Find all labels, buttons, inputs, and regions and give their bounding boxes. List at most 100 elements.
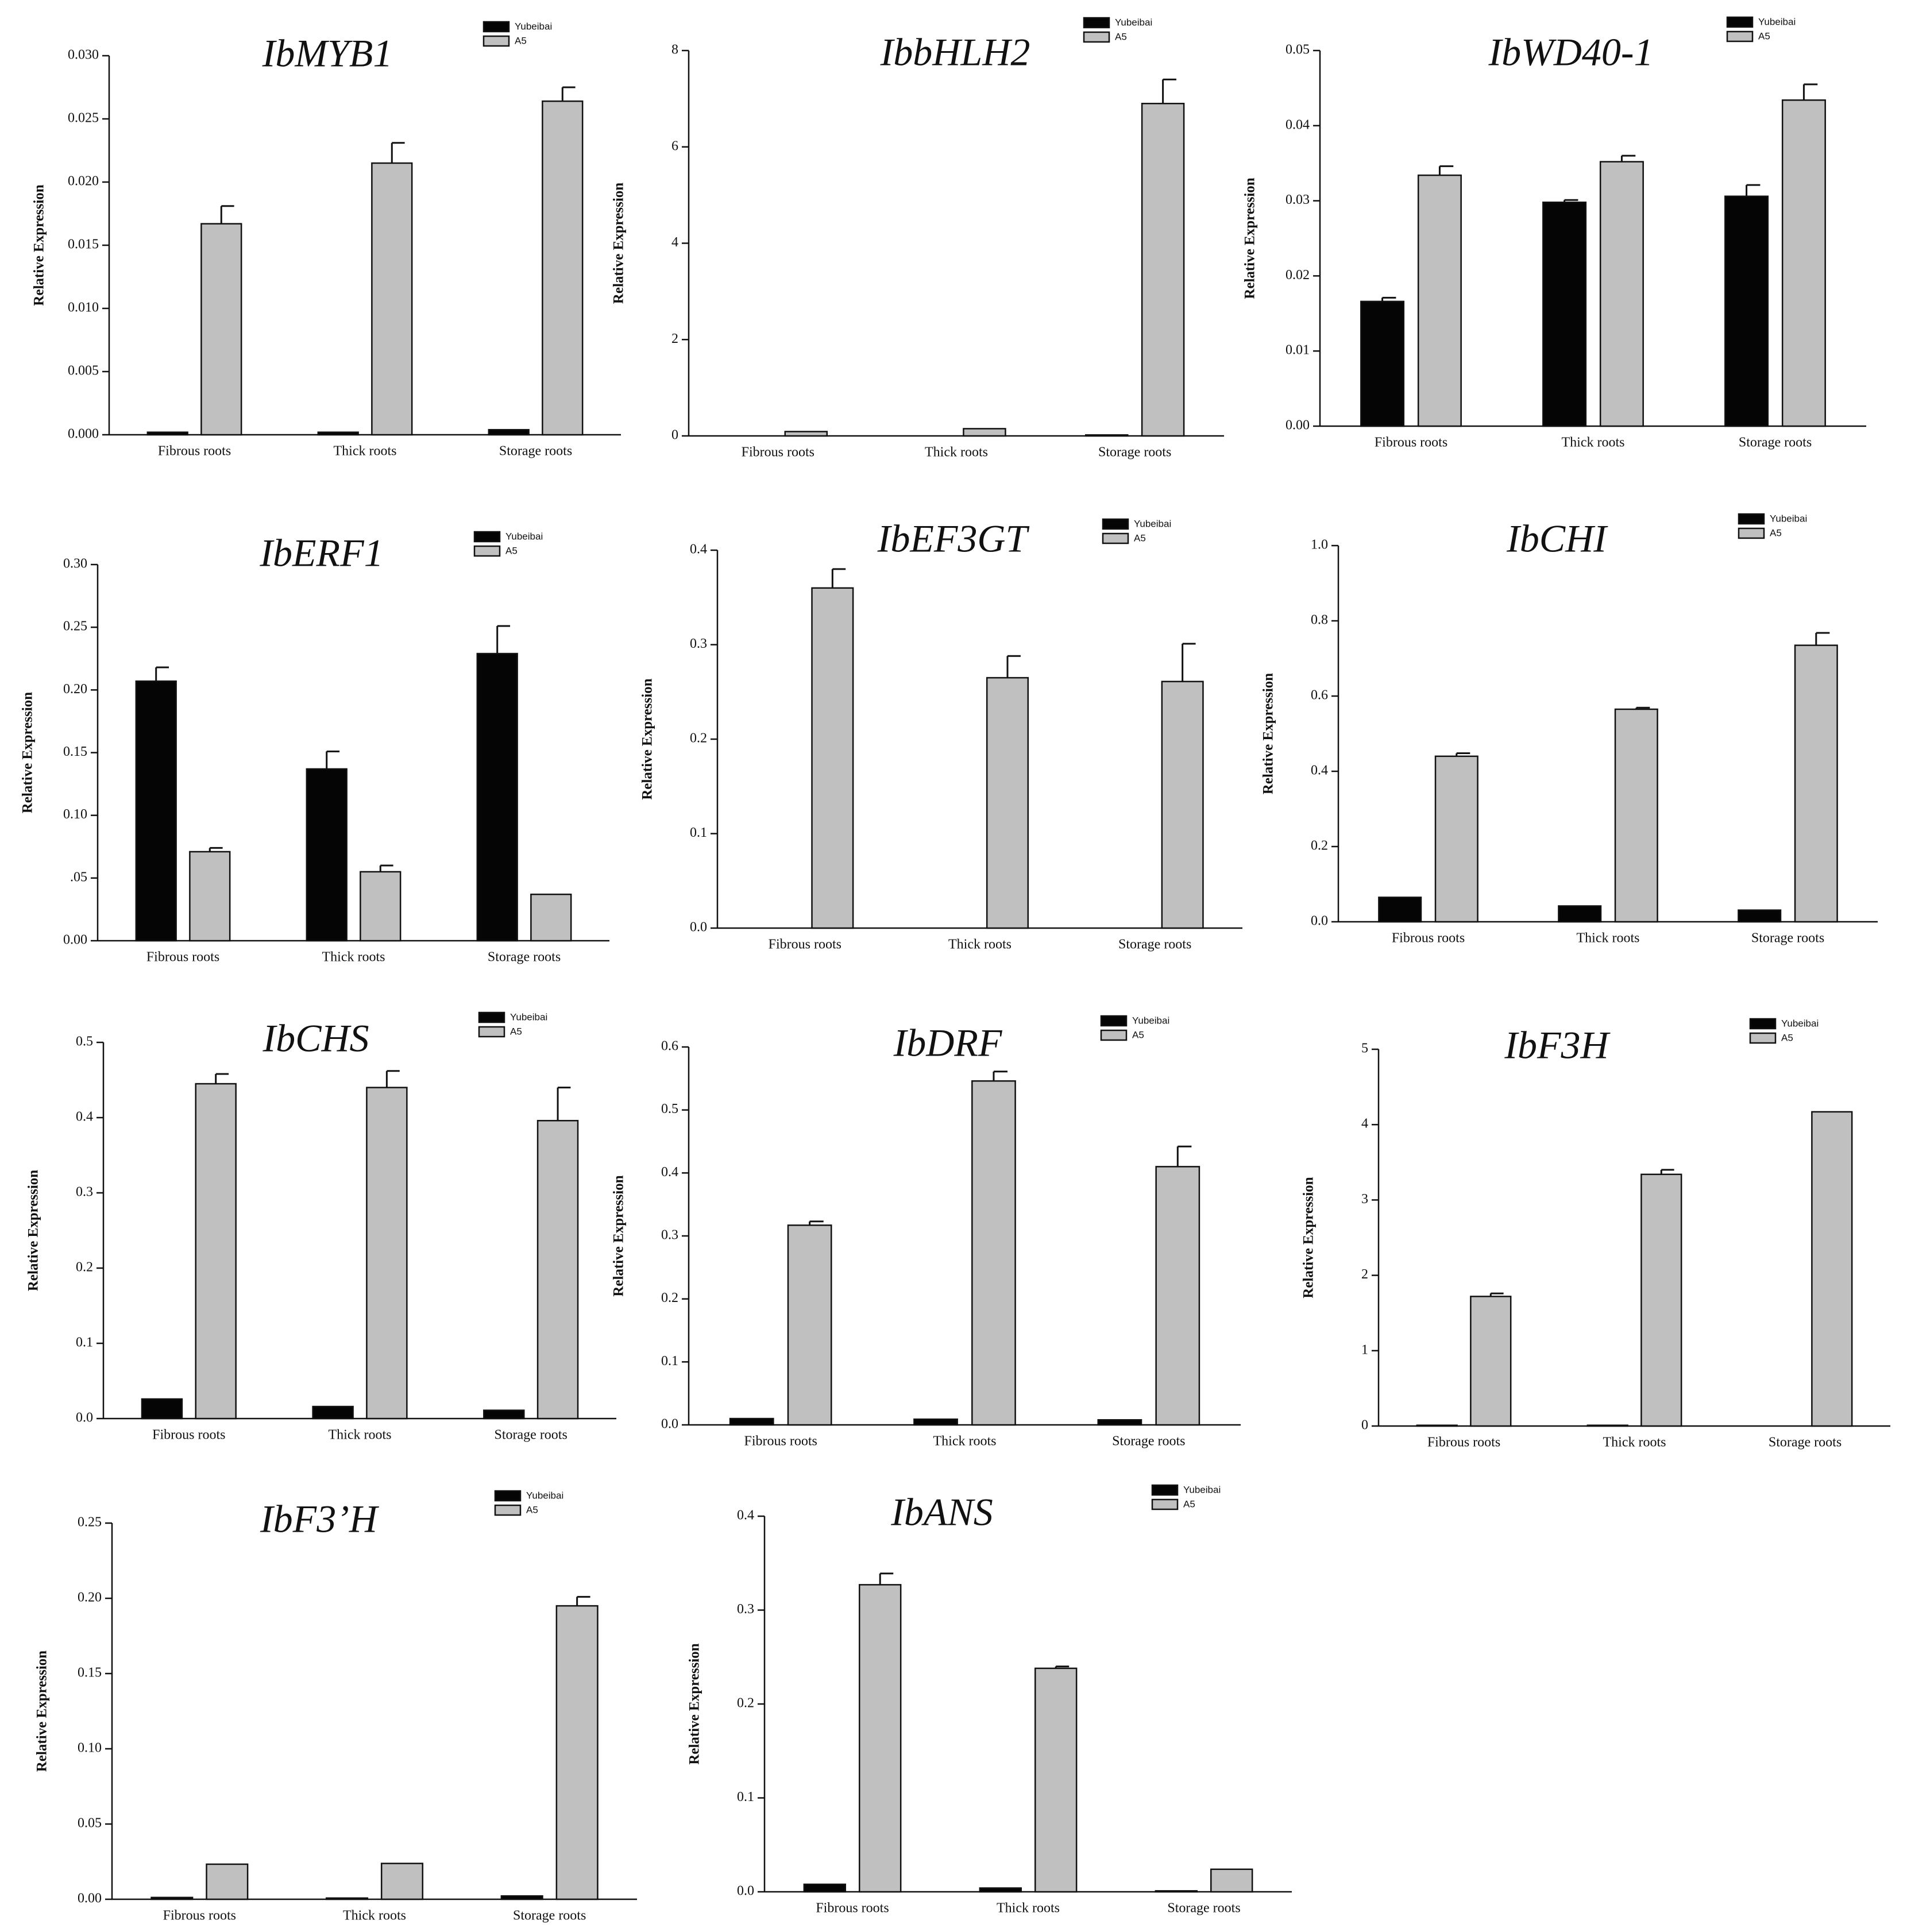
legend-swatch-a5 [1738, 527, 1765, 539]
y-axis-title: Relative Expression [34, 1651, 50, 1772]
x-category-label: Storage roots [499, 444, 572, 459]
x-category-label: Thick roots [334, 444, 397, 459]
x-category-label: Storage roots [1098, 445, 1171, 460]
y-tick-label: 0.4 [76, 1110, 93, 1125]
x-category-label: Fibrous roots [744, 1434, 817, 1449]
legend-label: Yubeibai [510, 1011, 547, 1022]
y-axis-title: Relative Expression [20, 692, 36, 813]
bar-yubeibai [135, 680, 177, 942]
bar-a5 [1034, 1667, 1078, 1893]
bar-yubeibai [1097, 1419, 1142, 1426]
y-tick-label: 0.00 [1286, 418, 1310, 433]
legend-label: A5 [1758, 30, 1770, 41]
legend-label: Yubeibai [1758, 16, 1796, 27]
y-tick-label: 0.4 [737, 1508, 754, 1523]
y-tick-label: .05 [70, 870, 87, 884]
y-tick-label: 0.3 [76, 1185, 93, 1200]
y-tick-label: 0 [1361, 1418, 1368, 1433]
y-tick-label: 0.04 [1286, 117, 1310, 132]
y-tick-label: 0.15 [78, 1666, 102, 1680]
legend-swatch-yubeibai [1102, 518, 1129, 530]
bar-yubeibai [500, 1895, 543, 1900]
legend-label: A5 [1770, 527, 1782, 538]
x-category-label: Fibrous roots [158, 444, 231, 459]
bar-a5 [206, 1863, 249, 1900]
legend-swatch-yubeibai [1749, 1018, 1777, 1030]
legend-label: Yubeibai [526, 1490, 563, 1501]
y-tick-label: 0.01 [1286, 343, 1310, 358]
y-tick-label: 0.25 [63, 619, 87, 634]
legend-label: A5 [515, 35, 527, 46]
legend-swatch-a5 [1083, 31, 1110, 43]
y-tick-label: 0.3 [661, 1228, 678, 1243]
y-tick-label: 0.3 [737, 1602, 754, 1617]
legend-swatch-yubeibai [482, 21, 510, 33]
chart-title: IbEF3GT [877, 517, 1030, 561]
bar-yubeibai [146, 431, 188, 436]
legend-label: Yubeibai [1115, 17, 1152, 28]
y-tick-label: 6 [671, 138, 678, 153]
bar-a5 [366, 1087, 408, 1420]
y-tick-label: 0.2 [661, 1290, 678, 1305]
y-tick-label: 0.4 [690, 542, 707, 557]
bar-a5 [1417, 174, 1462, 427]
bar-yubeibai [803, 1883, 847, 1893]
y-tick-label: 0.3 [690, 636, 707, 651]
y-tick-label: 1 [1361, 1342, 1368, 1357]
x-category-label: Storage roots [488, 950, 561, 965]
legend-label: Yubeibai [1183, 1484, 1221, 1495]
legend-swatch-yubeibai [494, 1490, 522, 1502]
y-axis-title: Relative Expression [1242, 177, 1258, 299]
chart-panel: IbCHI Yubeibai A5 0.0 0.2 0.4 0.6 0.8 1.0 Relativ… [1261, 513, 1878, 946]
chart-panel: IbCHS Yubeibai A5 0.0 0.1 0.2 0.3 0.4 0.5 Relativ… [26, 1011, 616, 1443]
bar-a5 [1210, 1868, 1253, 1893]
y-tick-label: 0.025 [68, 111, 99, 126]
y-tick-label: 0.0 [690, 920, 707, 935]
y-tick-label: 0.4 [661, 1165, 678, 1180]
bar-a5 [787, 1224, 832, 1426]
legend-swatch-a5 [1749, 1032, 1777, 1044]
x-category-label: Storage roots [513, 1908, 586, 1923]
legend-label: A5 [1132, 1029, 1144, 1040]
chart-title: IbDRF [893, 1021, 1003, 1065]
chart-panel: IbANS Yubeibai A5 0.0 0.1 0.2 0.3 0.4 Relative E… [687, 1484, 1292, 1916]
y-tick-label: 0.0 [76, 1411, 93, 1425]
legend-label: A5 [526, 1504, 538, 1515]
bar-a5 [971, 1080, 1016, 1426]
y-tick-label: 0.1 [661, 1354, 678, 1369]
y-tick-label: 0.00 [78, 1891, 102, 1906]
y-tick-label: 0.10 [63, 807, 87, 822]
bar-a5 [1614, 708, 1658, 923]
y-tick-label: 0.2 [737, 1696, 754, 1711]
y-tick-label: 0.15 [63, 744, 87, 759]
bar-a5 [1794, 644, 1838, 923]
bar-yubeibai [150, 1896, 194, 1900]
y-tick-label: 0.1 [737, 1790, 754, 1805]
bar-yubeibai [913, 1418, 958, 1426]
legend-swatch-a5 [478, 1026, 505, 1038]
bar-yubeibai [312, 1405, 354, 1420]
y-tick-label: 1.0 [1311, 538, 1328, 552]
chart-panel: IbF3H Yubeibai A5 0 1 2 3 4 5 Relative Expression… [1301, 1018, 1890, 1450]
y-tick-label: 4 [671, 235, 678, 250]
y-tick-label: 0.00 [63, 933, 87, 948]
x-category-label: Storage roots [1739, 435, 1812, 450]
legend-swatch-yubeibai [1083, 17, 1110, 29]
chart-title: IbCHI [1506, 517, 1608, 561]
y-tick-label: 0.1 [76, 1335, 93, 1350]
bar-yubeibai [141, 1398, 183, 1420]
x-category-label: Fibrous roots [769, 937, 841, 952]
bar-a5 [811, 587, 854, 929]
y-axis-title: Relative Expression [611, 1175, 627, 1296]
y-tick-label: 0.8 [1311, 613, 1328, 628]
x-category-label: Fibrous roots [742, 445, 814, 460]
y-tick-label: 0.0 [1311, 914, 1328, 929]
x-category-label: Fibrous roots [146, 950, 219, 965]
y-axis-title: Relative Expression [1301, 1177, 1317, 1298]
bar-a5 [1141, 103, 1185, 437]
y-tick-label: 0.05 [78, 1816, 102, 1831]
bar-a5 [1434, 755, 1478, 923]
legend-swatch-yubeibai [473, 531, 501, 543]
y-tick-label: 0.25 [78, 1515, 102, 1530]
y-tick-label: 0.1 [690, 825, 707, 840]
